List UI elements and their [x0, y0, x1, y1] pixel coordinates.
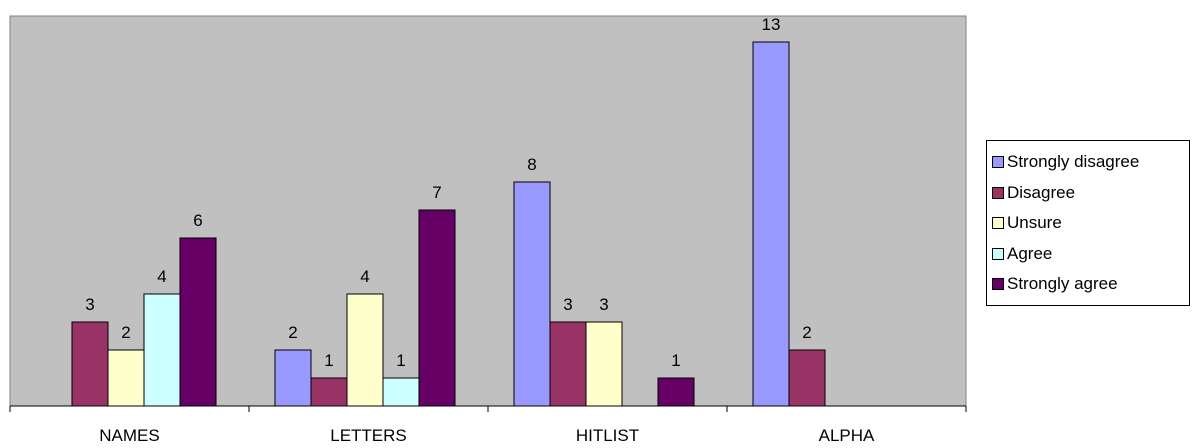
data-label: 4 — [360, 267, 369, 286]
bar — [418, 209, 456, 407]
bar — [657, 377, 695, 407]
legend-swatch — [992, 186, 1004, 199]
bar — [274, 349, 312, 407]
data-label: 8 — [527, 155, 536, 174]
data-label: 2 — [121, 323, 130, 342]
data-label: 7 — [432, 183, 441, 202]
bar — [513, 181, 551, 407]
bar — [107, 349, 145, 407]
x-tick-label: ALPHA — [819, 426, 875, 445]
bar — [752, 41, 790, 407]
bar — [549, 321, 587, 407]
data-label: 6 — [193, 211, 202, 230]
legend-item: Agree — [992, 239, 1189, 270]
legend-label: Disagree — [1007, 182, 1076, 202]
bar — [71, 321, 109, 407]
legend-label: Agree — [1007, 243, 1053, 263]
legend-label: Strongly agree — [1007, 274, 1118, 294]
legend-item: Strongly disagree — [992, 147, 1189, 178]
bar — [346, 293, 384, 407]
data-label: 1 — [396, 351, 405, 370]
bar — [310, 377, 348, 407]
bar — [143, 293, 181, 407]
data-label: 13 — [762, 15, 781, 34]
data-label: 3 — [563, 295, 572, 314]
data-label: 1 — [671, 351, 680, 370]
data-label: 1 — [324, 351, 333, 370]
x-axis: NAMES LETTERS HITLIST ALPHA — [9, 405, 967, 445]
data-label: 3 — [599, 295, 608, 314]
legend-swatch — [992, 217, 1004, 230]
legend-item: Unsure — [992, 208, 1189, 239]
legend-label: Unsure — [1007, 213, 1062, 233]
legend-item: Strongly agree — [992, 269, 1189, 300]
bars-group — [71, 41, 826, 407]
legend-swatch — [992, 247, 1004, 260]
data-label: 3 — [85, 295, 94, 314]
data-label: 2 — [288, 323, 297, 342]
bar — [179, 237, 217, 407]
bar — [788, 349, 826, 407]
legend-swatch — [992, 278, 1004, 291]
x-tick-label: HITLIST — [576, 426, 639, 445]
x-tick-label: NAMES — [99, 426, 159, 445]
data-label: 2 — [802, 323, 811, 342]
legend-label: Strongly disagree — [1007, 152, 1140, 172]
bar — [585, 321, 623, 407]
legend: Strongly disagree Disagree Unsure Agree Stro… — [986, 140, 1190, 306]
data-label: 4 — [157, 267, 166, 286]
legend-item: Disagree — [992, 178, 1189, 209]
bar — [382, 377, 420, 407]
x-tick-label: LETTERS — [330, 426, 407, 445]
legend-swatch — [992, 156, 1004, 169]
